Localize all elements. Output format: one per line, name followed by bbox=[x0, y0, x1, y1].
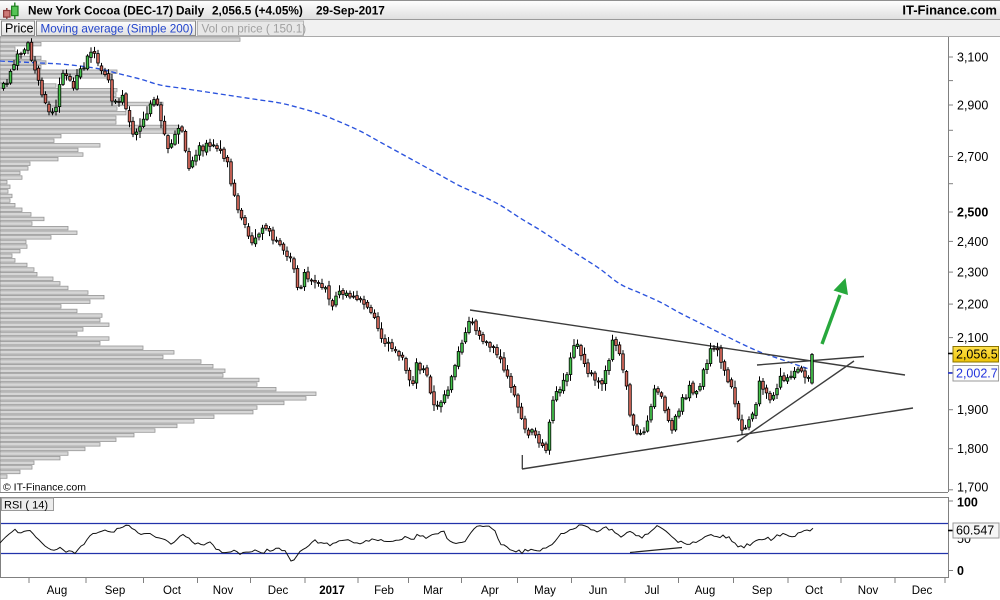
svg-text:Mar: Mar bbox=[423, 585, 443, 597]
svg-text:Moving average (Simple 200): Moving average (Simple 200) bbox=[41, 23, 194, 36]
svg-text:1,800: 1,800 bbox=[957, 442, 988, 456]
svg-text:3,100: 3,100 bbox=[957, 51, 988, 65]
svg-text:Sep: Sep bbox=[752, 585, 772, 597]
svg-text:2,100: 2,100 bbox=[957, 331, 988, 345]
svg-text:Jun: Jun bbox=[589, 585, 608, 597]
svg-text:Vol on price ( 150.1): Vol on price ( 150.1) bbox=[202, 23, 307, 36]
svg-text:Jul: Jul bbox=[645, 585, 660, 597]
svg-text:2,500: 2,500 bbox=[957, 206, 988, 220]
svg-text:2,056.5: 2,056.5 bbox=[956, 348, 998, 362]
svg-text:60.547: 60.547 bbox=[956, 524, 994, 538]
svg-text:1,900: 1,900 bbox=[957, 403, 988, 417]
svg-text:2,300: 2,300 bbox=[957, 266, 988, 280]
svg-text:Price: Price bbox=[5, 22, 34, 36]
svg-text:2017: 2017 bbox=[319, 585, 345, 597]
svg-text:Dec: Dec bbox=[268, 585, 289, 597]
svg-text:Dec: Dec bbox=[912, 585, 933, 597]
svg-text:0: 0 bbox=[957, 564, 964, 578]
svg-text:© IT-Finance.com: © IT-Finance.com bbox=[3, 482, 86, 494]
svg-text:Nov: Nov bbox=[213, 585, 234, 597]
svg-text:Feb: Feb bbox=[374, 585, 394, 597]
svg-text:RSI ( 14): RSI ( 14) bbox=[4, 500, 48, 512]
svg-text:Nov: Nov bbox=[858, 585, 879, 597]
svg-text:Sep: Sep bbox=[105, 585, 125, 597]
svg-text:Oct: Oct bbox=[163, 585, 182, 597]
svg-text:2,400: 2,400 bbox=[957, 235, 988, 249]
svg-text:1,700: 1,700 bbox=[957, 480, 988, 494]
svg-text:2,200: 2,200 bbox=[957, 298, 988, 312]
svg-text:2,002.7: 2,002.7 bbox=[956, 367, 998, 381]
svg-text:Apr: Apr bbox=[481, 585, 499, 597]
svg-text:Aug: Aug bbox=[695, 585, 715, 597]
svg-text:May: May bbox=[534, 585, 556, 597]
svg-text:2,900: 2,900 bbox=[957, 99, 988, 113]
svg-text:100: 100 bbox=[957, 496, 978, 510]
svg-text:2,700: 2,700 bbox=[957, 150, 988, 164]
svg-text:Aug: Aug bbox=[47, 585, 67, 597]
svg-text:Oct: Oct bbox=[805, 585, 824, 597]
svg-text:IT-Finance.com: IT-Finance.com bbox=[902, 3, 997, 18]
